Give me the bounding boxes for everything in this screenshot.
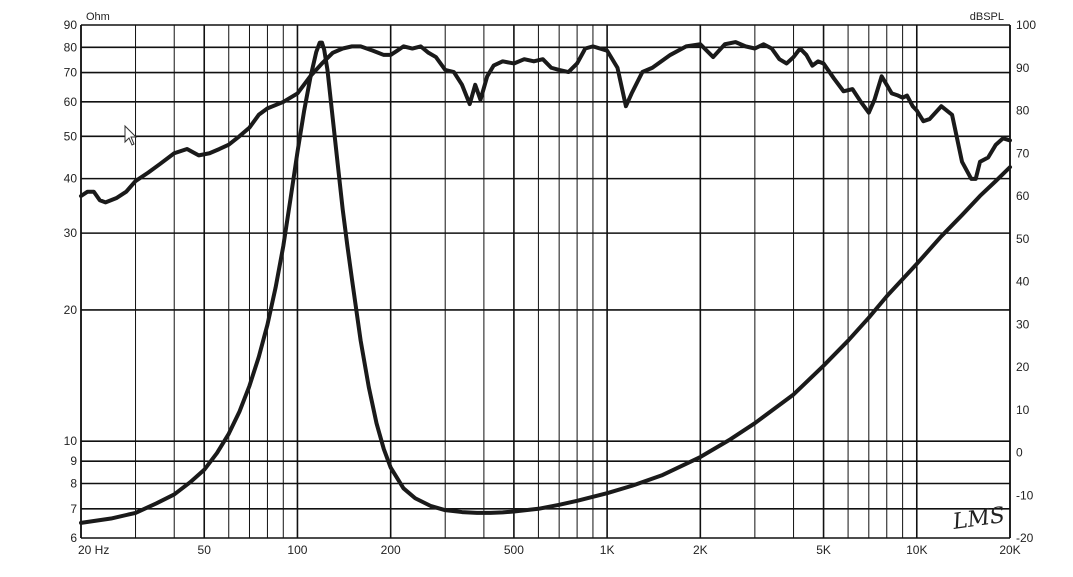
- y-left-tick-label: 40: [64, 172, 78, 186]
- y-left-tick-label: 20: [64, 303, 78, 317]
- spl-response-curve: [79, 40, 1012, 205]
- y-right-tick-label: 30: [1016, 317, 1030, 331]
- mouse-cursor-icon: [124, 124, 138, 146]
- y-left-tick-label: 60: [64, 95, 78, 109]
- y-right-tick-label: -20: [1016, 531, 1034, 545]
- impedance-curve: [79, 40, 1012, 525]
- y-right-tick-label: 40: [1016, 275, 1030, 289]
- x-tick-label: 20 Hz: [78, 543, 109, 557]
- x-tick-label: 2K: [693, 543, 708, 557]
- x-tick-label: 1K: [600, 543, 615, 557]
- y-right-tick-label: 20: [1016, 360, 1030, 374]
- y-left-tick-label: 10: [64, 434, 78, 448]
- y-right-tick-label: 100: [1016, 18, 1036, 32]
- y-right-tick-label: 50: [1016, 232, 1030, 246]
- right-axis-unit-label: dBSPL: [970, 11, 1004, 23]
- data-curves: [79, 40, 1012, 525]
- y-left-tick-label: 50: [64, 129, 78, 143]
- x-tick-label: 10K: [906, 543, 927, 557]
- y-right-tick-label: -10: [1016, 488, 1034, 502]
- x-tick-label: 500: [504, 543, 524, 557]
- y-right-tick-label: 70: [1016, 146, 1030, 160]
- x-tick-label: 200: [381, 543, 401, 557]
- y-left-tick-label: 30: [64, 226, 78, 240]
- x-tick-label: 50: [198, 543, 212, 557]
- y-right-tick-label: 80: [1016, 104, 1030, 118]
- axis-labels: 20 Hz 50 100 200 500 1K 2K 5K 10K 20K678910203040…: [64, 18, 1037, 557]
- y-right-tick-label: 60: [1016, 189, 1030, 203]
- left-axis-unit-label: Ohm: [86, 11, 110, 23]
- y-left-tick-label: 7: [70, 502, 77, 516]
- y-right-tick-label: 90: [1016, 61, 1030, 75]
- y-left-tick-label: 8: [70, 477, 77, 491]
- x-tick-label: 5K: [816, 543, 831, 557]
- y-left-tick-label: 70: [64, 66, 78, 80]
- grid-lines: [80, 24, 1011, 539]
- y-left-tick-label: 9: [70, 454, 77, 468]
- x-tick-label: 20K: [999, 543, 1020, 557]
- y-left-tick-label: 6: [70, 531, 77, 545]
- x-tick-label: 100: [287, 543, 307, 557]
- y-left-tick-label: 80: [64, 40, 78, 54]
- y-left-tick-label: 90: [64, 18, 78, 32]
- y-right-tick-label: 0: [1016, 446, 1023, 460]
- y-right-tick-label: 10: [1016, 403, 1030, 417]
